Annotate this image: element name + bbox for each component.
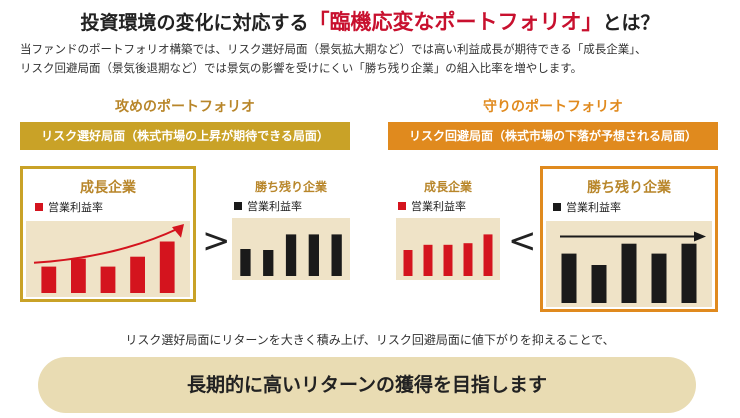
legend-label: 営業利益率	[566, 201, 621, 214]
bar-3	[100, 266, 116, 293]
legend-black-marker	[553, 203, 561, 211]
defense-growth-panel: 成長企業 営業利益率	[396, 176, 500, 282]
offense-survivor-chart	[232, 218, 350, 280]
legend-red-marker	[398, 202, 406, 210]
intro-line-2: リスク回避局面（景気後退期など）では景気の影響を受けにくい「勝ち残り企業」の組入…	[20, 61, 583, 75]
bar-2	[423, 244, 433, 276]
defense-growth-bar-chart	[403, 234, 493, 276]
bar-4	[651, 253, 667, 303]
intro-line-1: 当ファンドのポートフォリオ構築では、リスク選好局面（景気拡大期など）では高い利益…	[20, 42, 647, 56]
title-before: 投資環境の変化に対応する	[80, 12, 309, 34]
offense-survivor-panel: 勝ち残り企業 営業利益率	[232, 176, 350, 282]
offense-heading: 攻めのポートフォリオ	[115, 99, 255, 115]
compare-less-than: <	[508, 221, 537, 261]
bar-4	[463, 243, 473, 276]
bar-3	[285, 234, 297, 276]
title-after: とは？	[602, 12, 660, 34]
page-title: 投資環境の変化に対応する「臨機応変なポートフォリオ」とは？	[0, 6, 740, 36]
bar-1	[41, 266, 57, 293]
offense-growth-legend: 営業利益率	[35, 199, 103, 215]
defense-survivor-legend: 営業利益率	[553, 199, 621, 215]
legend-black-marker	[234, 202, 242, 210]
defense-survivor-title: 勝ち残り企業	[587, 180, 671, 196]
legend-label: 営業利益率	[48, 201, 103, 214]
trend-arrow-head	[694, 231, 706, 242]
bar-5	[483, 234, 493, 276]
defense-survivor-chart	[546, 221, 712, 307]
defense-survivor-panel: 勝ち残り企業 営業利益率	[540, 166, 718, 312]
legend-label: 営業利益率	[247, 200, 302, 213]
offense-growth-bar-chart	[33, 224, 184, 293]
intro-text: 当ファンドのポートフォリオ構築では、リスク選好局面（景気拡大期など）では高い利益…	[20, 40, 730, 78]
defense-heading: 守りのポートフォリオ	[483, 99, 623, 115]
legend-red-marker	[35, 203, 43, 211]
bar-2	[591, 265, 607, 303]
defense-banner: リスク回避局面（株式市場の下落が予想される局面）	[388, 122, 718, 150]
offense-survivor-title: 勝ち残り企業	[254, 180, 327, 194]
defense-growth-title: 成長企業	[423, 180, 472, 194]
defense-survivor-bar-chart	[560, 231, 706, 303]
bar-1	[403, 250, 413, 276]
offense-survivor-bar-chart	[240, 234, 342, 276]
bar-3	[621, 243, 637, 303]
bar-4	[308, 234, 319, 276]
bar-5	[159, 241, 175, 293]
bar-1	[240, 249, 251, 276]
bar-4	[130, 256, 145, 293]
defense-growth-legend: 営業利益率	[398, 198, 466, 214]
bar-2	[263, 250, 274, 276]
bar-5	[681, 243, 697, 303]
compare-greater-than: >	[202, 221, 231, 261]
bar-3	[443, 244, 453, 276]
bar-1	[561, 253, 577, 303]
offense-survivor-legend: 営業利益率	[234, 198, 302, 214]
bar-5	[331, 234, 342, 276]
trend-arrow-line	[33, 227, 179, 264]
offense-growth-title: 成長企業	[80, 180, 136, 196]
offense-growth-panel: 成長企業 営業利益率	[20, 166, 196, 302]
offense-growth-chart	[26, 221, 190, 297]
title-highlight: 「臨機応変なポートフォリオ」	[308, 10, 603, 34]
defense-growth-chart	[396, 218, 500, 280]
trend-arrow-head	[172, 224, 184, 238]
goal-banner: 長期的に高いリターンの獲得を目指します	[38, 357, 696, 413]
bar-2	[71, 258, 86, 293]
footer-text: リスク選好局面にリターンを大きく積み上げ、リスク回避局面に値下がりを抑えることで…	[125, 333, 615, 347]
legend-label: 営業利益率	[411, 200, 466, 213]
offense-banner: リスク選好局面（株式市場の上昇が期待できる局面）	[20, 122, 350, 150]
